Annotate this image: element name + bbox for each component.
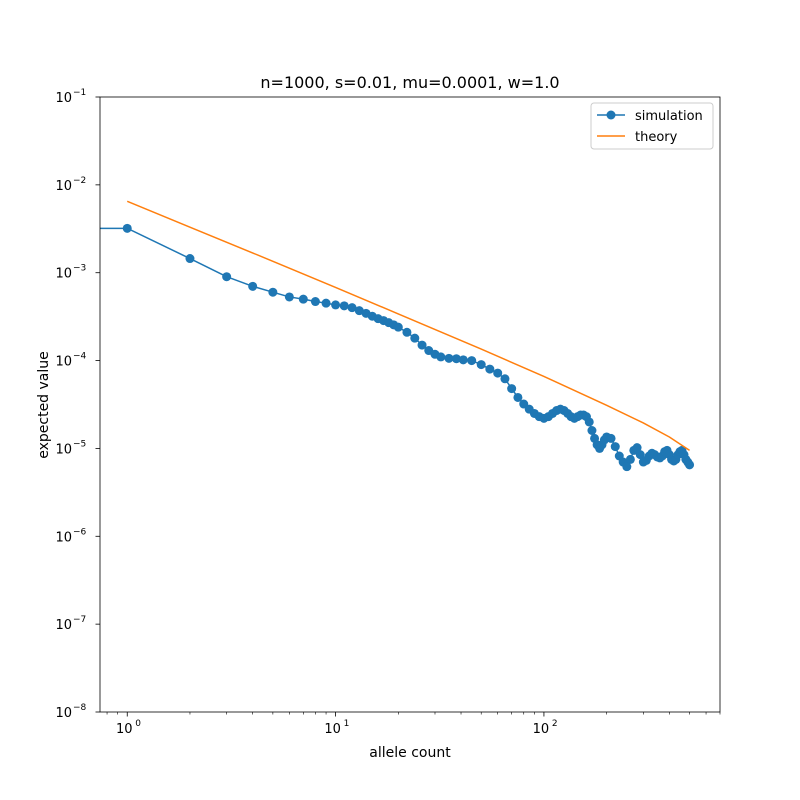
y-tick-label: 10 [55, 179, 72, 194]
legend: simulation theory [590, 102, 714, 150]
y-tick-label: 10 [55, 530, 72, 545]
y-tick-exponent: −6 [73, 527, 87, 537]
legend-marker-simulation [606, 110, 616, 120]
series-point-simulation [458, 355, 468, 365]
series-point-simulation [310, 297, 320, 307]
x-tick-exponent: 2 [552, 719, 558, 729]
series-point-simulation [606, 433, 616, 443]
axes: 10 0 10 1 10 210 −810 −710 −610 −510 −410 −310 −210−… [55, 88, 721, 737]
y-tick-exponent: −2 [73, 176, 86, 186]
series-point-simulation [625, 454, 635, 464]
series-line-theory [126, 200, 690, 452]
series-point-simulation [485, 364, 495, 374]
series-point-simulation [222, 272, 232, 282]
series-point-simulation [610, 442, 620, 452]
x-tick-exponent: 1 [344, 719, 350, 729]
series-point-simulation [635, 450, 645, 460]
series-point-simulation [347, 303, 357, 313]
series-point-simulation [185, 254, 195, 264]
x-tick-label: 10 [116, 722, 133, 737]
y-tick-exponent: −3 [73, 264, 86, 274]
legend-label-simulation: simulation [635, 109, 703, 124]
legend-label-theory: theory [635, 130, 678, 145]
series-point-simulation [507, 384, 517, 394]
y-tick-label: 10 [55, 91, 72, 106]
x-tick-label: 10 [324, 722, 341, 737]
series-point-simulation [587, 425, 597, 435]
series-point-simulation [685, 460, 695, 470]
series-point-simulation [339, 301, 349, 311]
y-tick-exponent: −4 [73, 352, 87, 362]
series-point-simulation [493, 368, 503, 378]
y-tick-exponent: −8 [73, 703, 87, 713]
x-tick-label: 10 [533, 722, 550, 737]
series-point-simulation [632, 443, 642, 453]
y-axis-label: expected value [36, 351, 52, 459]
series-point-simulation [500, 374, 510, 384]
y-tick-exponent: −5 [73, 439, 86, 449]
series-point-simulation [298, 294, 308, 304]
series-point-simulation [436, 352, 446, 362]
y-tick-exponent: −1 [73, 88, 86, 98]
series-point-simulation [444, 353, 454, 363]
series-point-simulation [122, 223, 132, 233]
series-point-simulation [476, 360, 486, 370]
series-point-simulation [284, 292, 294, 302]
series-point-simulation [410, 333, 420, 343]
y-tick-label: 10 [55, 267, 72, 282]
series-point-simulation [248, 281, 258, 291]
series-point-simulation [402, 327, 412, 337]
series-point-simulation [451, 354, 461, 364]
series-point-simulation [321, 298, 331, 308]
y-tick-exponent: −7 [73, 615, 86, 625]
series-point-simulation [417, 340, 427, 350]
plot-frame [99, 96, 721, 713]
series-point-simulation [584, 417, 594, 427]
series-point-simulation [393, 322, 403, 332]
plot-area [100, 200, 695, 472]
series-point-simulation [513, 392, 523, 402]
x-axis-label: allele count [369, 745, 451, 761]
series-point-simulation [622, 462, 632, 472]
series-point-simulation [331, 300, 341, 310]
chart-title: n=1000, s=0.01, mu=0.0001, w=1.0 [260, 73, 559, 92]
y-tick-label: 10 [55, 442, 72, 457]
x-tick-exponent: 0 [135, 719, 141, 729]
y-tick-label: 10 [55, 618, 72, 633]
y-tick-label: 10 [55, 706, 72, 721]
y-tick-label: 10 [55, 355, 72, 370]
series-point-simulation [467, 356, 477, 366]
series-point-simulation [268, 287, 278, 297]
